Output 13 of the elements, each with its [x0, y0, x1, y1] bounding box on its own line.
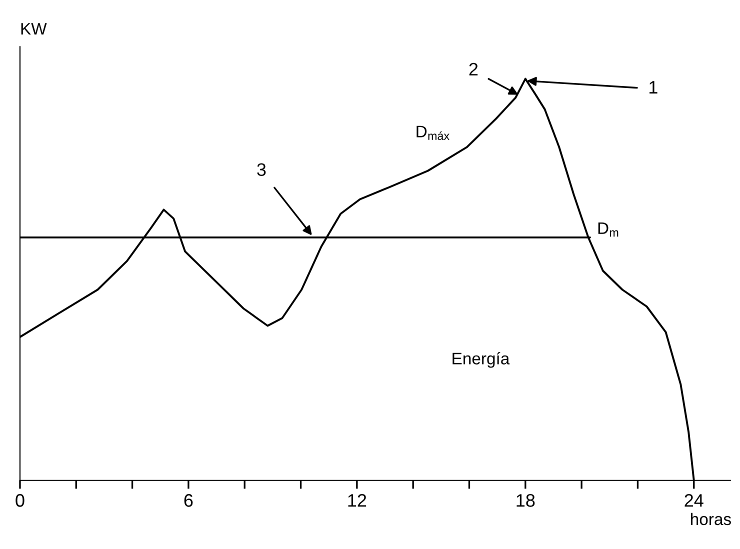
annotation: 1 — [650, 81, 658, 94]
series-label: D$_{m}$ — [598, 222, 618, 237]
x-axis-title: horas — [691, 512, 731, 526]
x-tick-label: 12 — [348, 494, 366, 507]
annotation: 3 — [257, 163, 266, 176]
y-axis-title: KW — [21, 23, 47, 35]
x-tick-label: 6 — [184, 494, 193, 507]
annotation: 2 — [469, 62, 478, 76]
x-tick-label: 18 — [516, 494, 535, 507]
annotation: D$_{máx}$ — [416, 126, 450, 140]
annotation: Energía — [452, 352, 510, 368]
x-tick-label: 24 — [684, 494, 704, 507]
x-tick-label: 0 — [16, 494, 24, 507]
